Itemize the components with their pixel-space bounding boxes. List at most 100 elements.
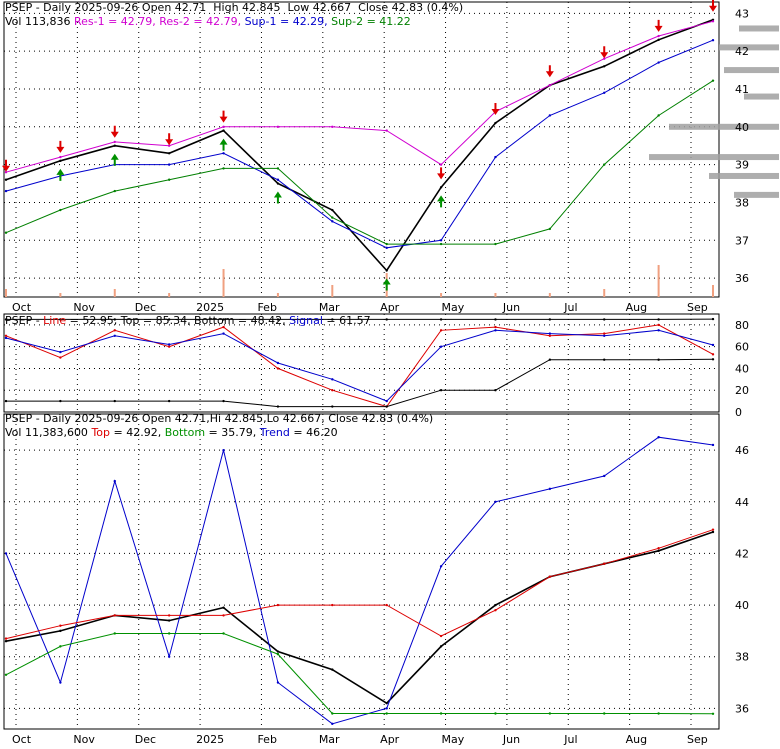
oscillator-point-bottom-12 [657,359,659,361]
oscillator-series-bottom [6,359,713,406]
price-sell-arrow-5 [437,167,445,179]
trend-x-tick-Dec: Dec [135,733,156,745]
trend-legend: PSEP - Daily 2025-09-26 Open 42.71,Hi 42… [5,412,433,439]
price-point-res-1-5 [277,126,279,128]
price-buy-arrow-4 [383,279,391,291]
oscillator-point-bottom-4 [222,400,224,402]
oscillator-point-bottom-10 [549,359,551,361]
price-point-sup-1-12 [657,61,659,63]
oscillator-point-line-1 [59,356,61,358]
price-point-psep-1 [59,160,61,162]
oscillator-y-tick-0: 0 [735,406,742,419]
price-buy-arrow-5 [437,195,445,207]
oscillator-point-signal-2 [114,335,116,337]
price-point-res-1-13 [712,20,714,22]
oscillator-legend-line-part-0: PSEP - [5,314,43,327]
trend-point-bottom-13 [712,713,714,715]
price-volume-bar-5 [277,293,279,297]
price-point-psep-2 [114,145,116,147]
price-point-sup-1-13 [712,39,714,41]
trend-point-bottom-11 [603,712,605,714]
trend-x-tick-Sep: Sep [687,733,708,745]
price-sell-arrow-4 [220,111,228,123]
trend-legend-line2: Vol 11,383,600 Top = 42.92, Bottom = 35.… [5,426,338,439]
oscillator-point-signal-6 [331,378,333,380]
price-point-sup-2-13 [712,79,714,81]
price-volume-bar-3 [168,293,170,297]
trend-point-trend-5 [277,681,279,683]
oscillator-legend-line-part-2: = 52.95, Top = 85.34, Bottom = 48.42, [66,314,289,327]
trend-point-trend-4 [222,449,224,451]
price-sell-arrow-0 [2,160,10,172]
price-point-sup-2-6 [331,216,333,218]
trend-point-trend-3 [168,656,170,658]
trend-legend-line2-part-5: Trend [259,426,290,439]
oscillator-point-bottom-2 [114,400,116,402]
price-y-tick-43: 43 [735,7,749,20]
price-series-sup-1 [6,40,713,248]
price-volume-bar-11 [603,289,605,297]
price-point-sup-1-6 [331,220,333,222]
price-x-tick-Oct: Oct [12,301,32,314]
oscillator-point-signal-10 [549,332,551,334]
price-volume-bar-6 [331,285,333,297]
oscillator-y-tick-60: 60 [735,341,749,354]
oscillator-point-line-6 [331,389,333,391]
price-point-res-1-1 [59,156,61,158]
trend-point-price-6 [331,668,333,670]
trend-point-top-4 [222,614,224,616]
oscillator-panel-frame [4,314,719,412]
price-legend-line1-part-0: PSEP - Daily 2025-09-26 Open 42.71 High … [5,1,463,14]
trend-point-price-3 [168,619,170,621]
price-legend-line1: PSEP - Daily 2025-09-26 Open 42.71 High … [5,1,463,14]
trend-series-trend [6,437,713,724]
oscillator-point-top-9 [494,318,496,320]
price-volume-bar-0 [5,289,7,297]
trend-x-tick-Feb: Feb [257,733,276,745]
price-point-sup-1-11 [603,92,605,94]
price-volume-profile-bar-1 [719,44,779,50]
oscillator-point-bottom-0 [5,400,7,402]
price-legend-line2: Vol 113,836 Res-1 = 42.79, Res-2 = 42.79… [5,15,411,28]
price-y-tick-41: 41 [735,83,749,96]
trend-point-trend-13 [712,444,714,446]
price-x-tick-Sep: Sep [687,301,708,314]
oscillator-point-bottom-11 [603,359,605,361]
trend-point-trend-2 [114,480,116,482]
trend-x-tick-Jul: Jul [563,733,577,745]
trend-point-top-6 [331,604,333,606]
price-point-sup-2-3 [168,179,170,181]
price-point-sup-1-10 [549,114,551,116]
price-x-tick-Apr: Apr [380,301,400,314]
oscillator-legend: PSEP - Line = 52.95, Top = 85.34, Bottom… [5,314,371,327]
trend-y-tick-44: 44 [735,496,749,509]
trend-point-price-7 [385,702,387,704]
price-volume-profile-bar-3 [744,94,779,100]
price-point-psep-8 [440,186,442,188]
price-buy-arrow-3 [274,192,282,204]
trend-x-tick-Mar: Mar [319,733,340,745]
oscillator-point-bottom-8 [440,389,442,391]
oscillator-point-line-2 [114,329,116,331]
oscillator-point-line-10 [549,335,551,337]
price-volume-bar-8 [440,293,442,297]
price-point-res-1-2 [114,141,116,143]
price-volume-bar-13 [712,285,714,297]
oscillator-point-top-8 [440,318,442,320]
trend-point-top-10 [549,575,551,577]
trend-point-bottom-10 [549,712,551,714]
price-x-tick-2025: 2025 [196,301,224,314]
trend-point-bottom-12 [657,712,659,714]
price-point-res-1-8 [440,163,442,165]
price-legend: PSEP - Daily 2025-09-26 Open 42.71 High … [5,1,463,28]
oscillator-point-line-9 [494,326,496,328]
trend-y-tick-36: 36 [735,702,749,715]
trend-point-top-9 [494,609,496,611]
price-point-sup-1-5 [277,179,279,181]
price-y-tick-37: 37 [735,234,749,247]
price-legend-line2-part-1: Res-1 = 42.79, Res-2 = 42.79, [74,15,241,28]
price-y-tick-36: 36 [735,272,749,285]
trend-point-bottom-9 [494,712,496,714]
price-x-tick-May: May [442,301,465,314]
price-legend-line2-part-0: Vol 113,836 [5,15,74,28]
